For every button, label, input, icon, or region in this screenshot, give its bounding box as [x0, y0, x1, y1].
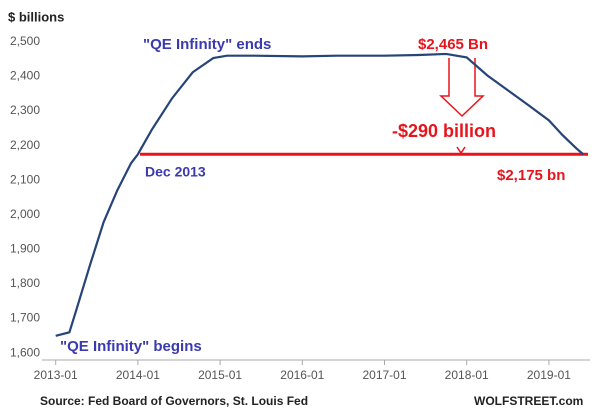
y-axis-label: $ billions	[8, 9, 64, 24]
x-tick-label: 2013-01	[34, 368, 78, 382]
annotation: "QE Infinity" ends	[143, 36, 271, 53]
credit: WOLFSTREET.com	[474, 394, 583, 408]
y-tick-label: 1,900	[10, 242, 40, 256]
y-tick-label: 2,400	[10, 69, 40, 83]
x-tick-label: 2014-01	[116, 368, 160, 382]
y-tick-label: 2,100	[10, 172, 40, 186]
x-tick-label: 2017-01	[362, 368, 406, 382]
annotation: -$290 billion	[392, 121, 496, 141]
annotation: "QE Infinity" begins	[60, 338, 202, 355]
series-line	[55, 52, 584, 337]
y-tick-label: 2,200	[10, 138, 40, 152]
y-tick-label: 2,000	[10, 207, 40, 221]
y-tick-label: 2,300	[10, 103, 40, 117]
source: Source: Fed Board of Governors, St. Loui…	[40, 394, 308, 408]
y-tick-label: 1,600	[10, 345, 40, 359]
x-tick-label: 2016-01	[280, 368, 324, 382]
x-tick-label: 2015-01	[198, 368, 242, 382]
y-tick-label: 2,500	[10, 34, 40, 48]
small-arrow	[456, 146, 466, 155]
annotation: Dec 2013	[145, 164, 206, 180]
x-tick-label: 2019-01	[527, 368, 571, 382]
y-tick-label: 1,800	[10, 276, 40, 290]
annotation: $2,465 Bn	[418, 36, 488, 53]
x-tick-label: 2018-01	[445, 368, 489, 382]
drop-arrow	[439, 58, 485, 118]
annotation: $2,175 bn	[497, 167, 565, 184]
y-tick-label: 1,700	[10, 311, 40, 325]
